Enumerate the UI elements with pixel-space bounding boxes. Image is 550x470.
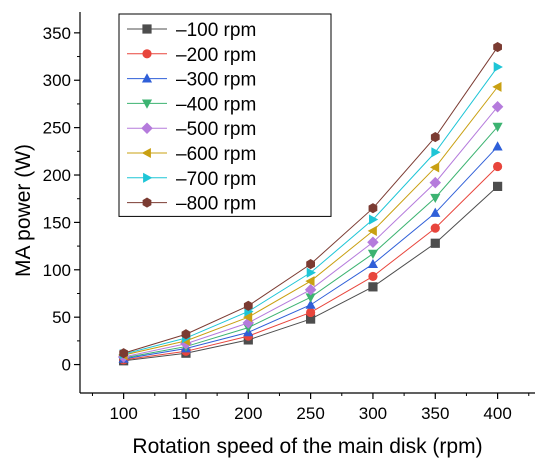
legend-label: –600 rpm (176, 144, 256, 165)
legend-label: –700 rpm (176, 169, 256, 190)
series-layer (117, 42, 504, 366)
data-point (430, 238, 440, 248)
legend-item: –100 rpm (127, 20, 256, 41)
legend-label: –400 rpm (176, 94, 256, 115)
legend-marker (141, 122, 153, 134)
legend-marker (142, 49, 152, 59)
data-point (305, 299, 316, 309)
legend: –100 rpm –200 rpm –300 rpm –400 rpm –500 rpm… (118, 13, 332, 217)
data-point (430, 132, 440, 143)
legend-marker (141, 147, 151, 159)
data-point (493, 181, 503, 191)
data-point (306, 307, 316, 318)
data-point (367, 249, 379, 259)
x-tick-label: 200 (234, 404, 262, 423)
data-point (493, 161, 503, 172)
data-point (493, 61, 503, 73)
data-point (491, 101, 504, 113)
y-tick-label: 150 (43, 213, 71, 232)
legend-marker (143, 172, 153, 183)
legend-item: –800 rpm (127, 194, 256, 215)
x-axis-title: Rotation speed of the main disk (rpm) (132, 435, 482, 458)
data-point (367, 225, 377, 236)
data-point (306, 314, 316, 324)
x-tick-label: 400 (483, 404, 511, 423)
data-point (493, 42, 502, 53)
data-point (368, 203, 378, 214)
data-point (367, 258, 379, 269)
data-point (243, 300, 253, 311)
legend-label: –100 rpm (176, 20, 256, 41)
data-point (430, 223, 440, 233)
x-tick-label: 350 (421, 404, 449, 423)
x-tick-label: 150 (172, 404, 200, 423)
data-point (368, 282, 378, 292)
legend-item: –200 rpm (127, 45, 256, 66)
y-tick-label: 200 (43, 166, 71, 185)
data-point (242, 312, 253, 323)
legend-marker (141, 73, 153, 83)
data-point (306, 259, 315, 270)
data-point (304, 283, 317, 296)
axes: 0 50 100 150 200 250 300 350 100 150 200 250 300 350 4… (43, 12, 535, 423)
y-tick-label: 100 (43, 261, 71, 280)
data-point (305, 276, 315, 287)
data-point (429, 176, 442, 189)
x-tick-label: 250 (296, 404, 324, 423)
data-point (430, 193, 441, 204)
legend-label: –500 rpm (176, 119, 256, 140)
y-tick-label: 0 (62, 356, 71, 375)
legend-item: –600 rpm (127, 144, 256, 165)
legend-item: –500 rpm (127, 119, 256, 140)
legend-marker (142, 197, 152, 208)
legend-marker (141, 99, 153, 109)
data-point (430, 207, 441, 217)
legend-marker (142, 24, 152, 34)
y-tick-label: 250 (43, 119, 71, 138)
legend-label: –200 rpm (176, 45, 256, 66)
legend-item: –300 rpm (127, 70, 256, 91)
legend-label: –300 rpm (176, 70, 256, 91)
data-point (305, 293, 316, 303)
legend-item: –400 rpm (127, 94, 256, 115)
series-8 (119, 42, 502, 359)
data-point (367, 236, 379, 249)
data-point (306, 267, 316, 278)
data-point (492, 122, 503, 132)
legend-box (118, 13, 332, 217)
data-point (429, 162, 440, 173)
data-point (431, 147, 441, 158)
legend-label: –800 rpm (176, 194, 256, 215)
y-tick-label: 50 (52, 308, 71, 327)
x-tick-label: 300 (359, 404, 387, 423)
data-point (119, 348, 129, 359)
y-tick-label: 350 (43, 24, 71, 43)
data-point (492, 141, 503, 151)
data-point (181, 329, 191, 340)
y-axis-title: MA power (W) (12, 144, 35, 277)
data-point (368, 271, 378, 282)
data-point (369, 214, 379, 225)
legend-item: –700 rpm (127, 169, 256, 190)
data-point (492, 81, 502, 92)
x-tick-label: 100 (109, 404, 137, 423)
y-tick-label: 300 (43, 71, 71, 90)
